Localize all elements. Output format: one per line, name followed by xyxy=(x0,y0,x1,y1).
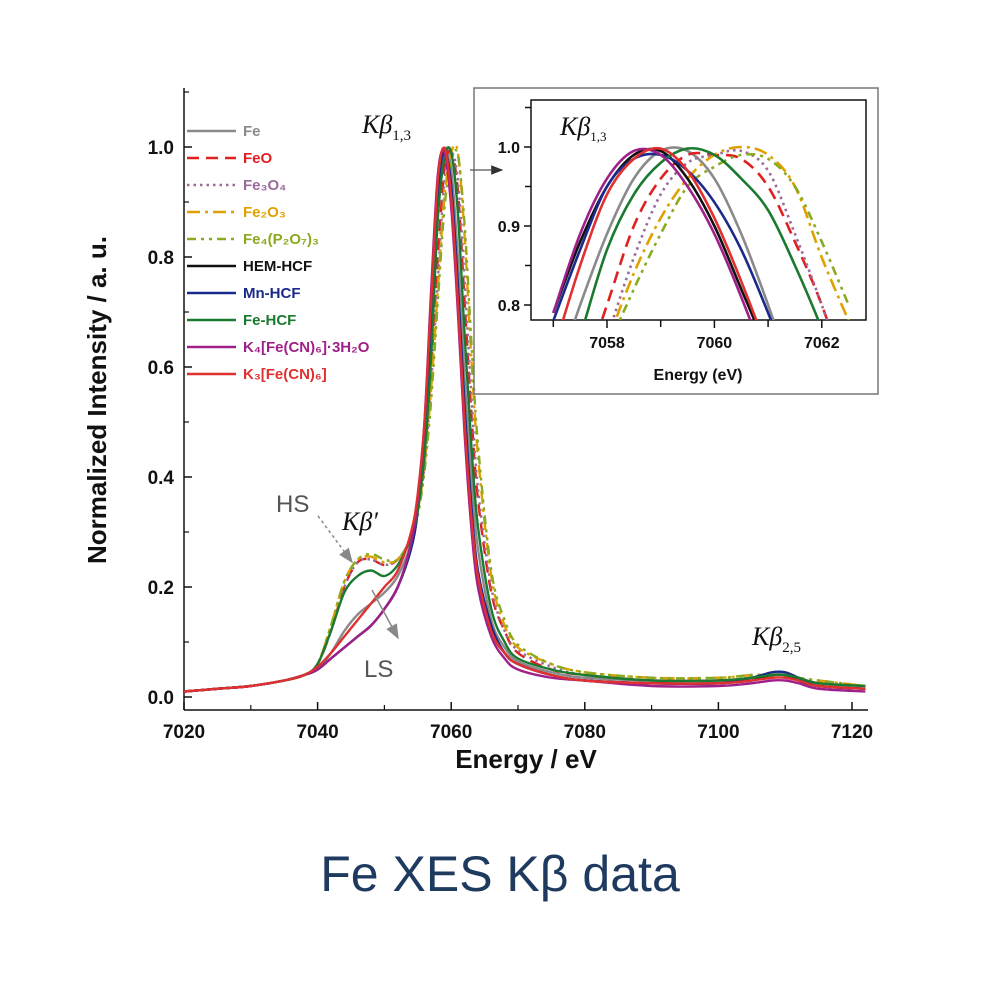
series-line-Fe-HCF xyxy=(184,146,866,693)
legend-label: HEM-HCF xyxy=(243,258,312,275)
legend-label: Fe₃O₄ xyxy=(243,177,286,194)
y-tick-label: 0.8 xyxy=(148,248,174,269)
hs-annotation: HS xyxy=(276,491,309,518)
legend-label: Mn-HCF xyxy=(243,285,300,302)
x-tick-label: 7080 xyxy=(564,722,606,743)
ls-annotation: LS xyxy=(364,656,393,683)
x-tick-label: 7020 xyxy=(163,722,205,743)
inset-line-Fe xyxy=(573,146,775,320)
legend-label: Fe₂O₃ xyxy=(243,204,286,221)
y-tick-label: 0.2 xyxy=(148,578,174,599)
inset-border xyxy=(473,87,879,395)
series-line-K₃[Fe(CN)₆] xyxy=(184,146,866,693)
inset-line-Fe₄(P₂O₇)₃ xyxy=(618,152,850,320)
inset-line-Mn-HCF xyxy=(552,152,773,320)
main-series xyxy=(184,143,866,693)
legend: Fe FeO Fe₃O₄ Fe₂O₃ Fe₄(P₂O₇)₃ HEM-HCF Mn-HCF Fe… xyxy=(187,123,370,383)
inset-y-tick-label: 0.9 xyxy=(498,219,520,236)
main-axes: 7020 7040 7060 7080 7100 7120 0.0 0.2 0.4 0.6 0.8 1… xyxy=(148,88,873,743)
inset-line-FeO xyxy=(600,151,829,320)
inset-y-tick-label: 0.8 xyxy=(498,298,520,315)
inset-y-tick-label: 1.0 xyxy=(498,140,520,157)
y-axis-label: Normalized Intensity / a. u. xyxy=(82,236,112,564)
inset-x-tick-label: 7060 xyxy=(697,335,733,352)
x-tick-label: 7060 xyxy=(430,722,472,743)
legend-label: K₄[Fe(CN)₆]·3H₂O xyxy=(243,339,370,356)
y-tick-label: 0.4 xyxy=(148,468,175,489)
inset-x-tick-label: 7062 xyxy=(804,335,840,352)
page-title: Fe XES Kβ data xyxy=(320,846,680,902)
inset-series xyxy=(552,145,850,320)
y-tick-label: 1.0 xyxy=(148,138,174,159)
legend-label: FeO xyxy=(243,150,273,167)
inset-chart: 7058 7060 7062 0.8 0.9 1.0 Energy (eV) Kβ1,3 xyxy=(473,87,879,395)
legend-label: K₃[Fe(CN)₆] xyxy=(243,366,327,383)
inset-line-K₄[Fe(CN)₆]·3H₂O xyxy=(552,147,752,320)
ls-arrow xyxy=(371,589,399,640)
legend-label: Fe₄(P₂O₇)₃ xyxy=(243,231,319,248)
y-tick-label: 0.6 xyxy=(148,358,174,379)
legend-label: Fe-HCF xyxy=(243,312,296,329)
kb13-annotation: Kβ1,3 xyxy=(361,110,411,144)
x-tick-label: 7040 xyxy=(296,722,338,743)
inset-x-axis-label: Energy (eV) xyxy=(654,367,743,384)
inset-kb13-label: Kβ1,3 xyxy=(559,112,607,144)
inset-x-tick-label: 7058 xyxy=(589,335,625,352)
series-line-Fe₄(P₂O₇)₃ xyxy=(184,148,866,693)
kb25-annotation: Kβ2,5 xyxy=(751,622,801,656)
kbprime-annotation: Kβ′ xyxy=(341,507,378,536)
inset-line-Fe-HCF xyxy=(583,146,820,320)
x-tick-label: 7100 xyxy=(697,722,739,743)
legend-label: Fe xyxy=(243,123,261,140)
inset-line-K₃[Fe(CN)₆] xyxy=(561,146,758,320)
x-axis-label: Energy / eV xyxy=(455,744,597,774)
y-tick-label: 0.0 xyxy=(148,688,174,709)
x-tick-label: 7120 xyxy=(831,722,873,743)
inset-line-Fe₂O₃ xyxy=(614,145,850,320)
